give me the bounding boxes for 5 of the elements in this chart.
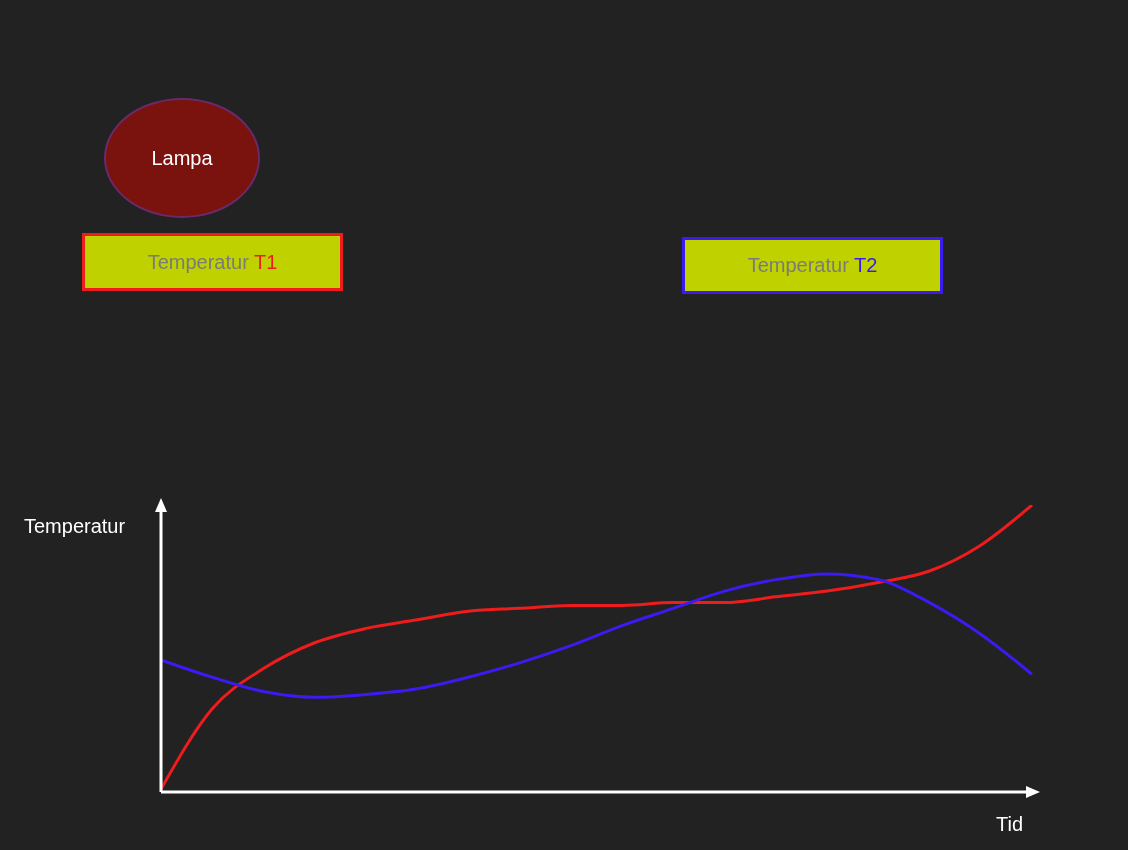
text: Temperatur T2 <box>747 254 878 277</box>
x-axis-title: Tid <box>996 813 1024 836</box>
y-axis-title: Temperatur <box>24 515 126 538</box>
lamp-shape: Lampa <box>104 98 260 218</box>
text: Temperatur T1 <box>147 250 278 274</box>
